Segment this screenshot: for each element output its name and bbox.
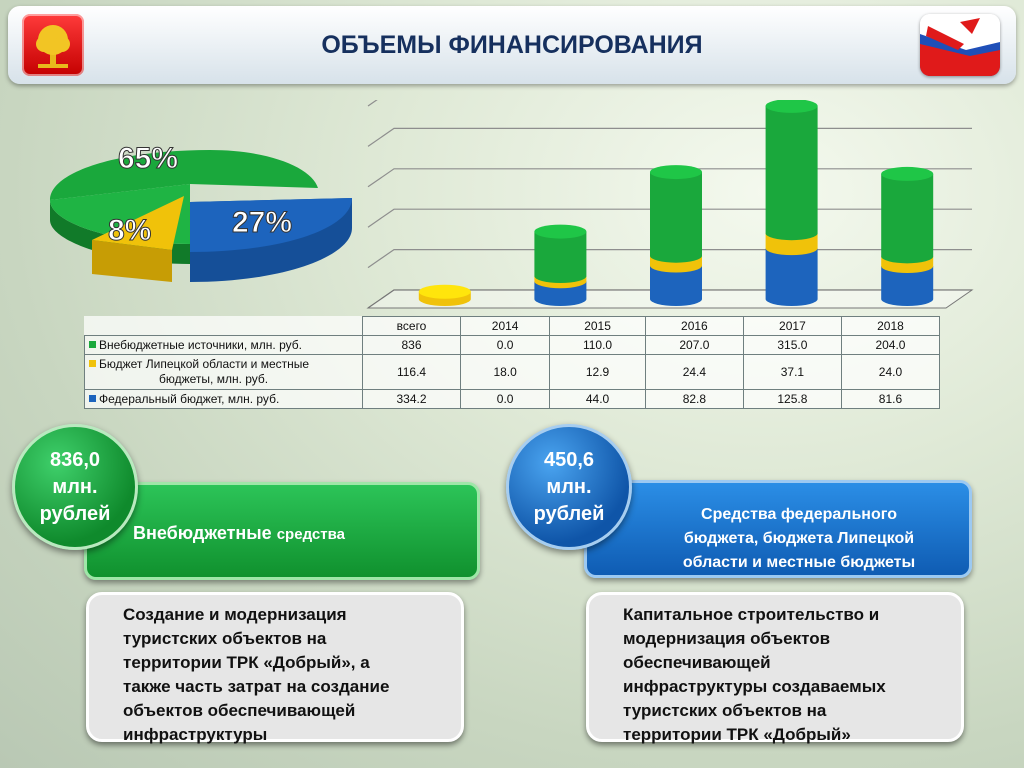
legend-blue-swatch-icon: [89, 395, 96, 402]
left-amount-unit: млн.: [52, 475, 98, 498]
bar-segment-2015-0: [534, 281, 587, 306]
table-cell: 81.6: [840, 389, 941, 409]
right-amount-value: 450,6: [543, 448, 595, 471]
page-title: ОБЪЕМЫ ФИНАНСИРОВАНИЯ: [321, 31, 703, 59]
table-cell: 24.4: [644, 354, 744, 390]
right-banner: Средства федерального бюджета, бюджета Л…: [584, 480, 972, 578]
table-cell: 125.8: [742, 389, 842, 409]
table-cell: 116.4: [361, 354, 462, 390]
right-desc-line: Капитальное строительство и: [623, 605, 880, 624]
right-amount-circle: 450,6 млн. рублей: [506, 424, 632, 550]
table-cell: 315.0: [742, 335, 842, 355]
bar-column-2018: [881, 166, 934, 306]
lipetsk-emblem-icon: [22, 14, 84, 76]
right-amount-unit: млн.: [546, 475, 592, 498]
left-desc-line: также часть затрат на создание: [123, 677, 390, 696]
left-banner: Внебюджетные средства: [84, 482, 480, 580]
bar-column-2017: [765, 100, 818, 306]
bar-cap-2014: [418, 284, 471, 299]
bar-segment-2016-0: [650, 265, 702, 306]
legend-yellow-swatch-icon: [89, 360, 96, 367]
table-cell: 207.0: [644, 335, 744, 355]
bar-chart: [366, 100, 974, 309]
table-row: Федеральный бюджет, млн. руб. 334.2 0.0 …: [84, 389, 941, 409]
table-cell: 334.2: [361, 389, 462, 409]
left-desc-line: туристских объектов на: [123, 629, 327, 648]
bar-cap-2016: [650, 165, 702, 180]
table-header-total: всего: [361, 316, 462, 336]
table-header-2016: 2016: [644, 316, 744, 336]
table-cell: 0.0: [460, 335, 551, 355]
bar-column-2014: [418, 284, 471, 306]
right-desc-line: модернизация объектов: [623, 629, 831, 648]
bar-cap-2018: [881, 166, 934, 181]
table-cell: 37.1: [742, 354, 842, 390]
pie-slice-yellow: [92, 196, 184, 250]
left-amount-value: 836,0: [49, 448, 101, 471]
bar-segment-2018-2: [881, 173, 934, 264]
left-desc-line: объектов обеспечивающей: [123, 701, 356, 720]
right-desc-line: туристских объектов на: [623, 701, 827, 720]
bar-column-2016: [650, 165, 702, 306]
right-desc-line: территории ТРК «Добрый»: [623, 725, 851, 744]
table-header-2015: 2015: [549, 316, 646, 336]
pie-label-8: 8%: [108, 214, 151, 247]
table-cell: 204.0: [840, 335, 941, 355]
right-banner-line: области и местные бюджеты: [682, 554, 916, 571]
table-header-row: всего 2014 2015 2016 2017 2018: [84, 316, 941, 336]
table-cell: 18.0: [460, 354, 551, 390]
left-banner-small: средства: [276, 526, 345, 543]
left-desc-line: территории ТРК «Добрый», а: [123, 653, 370, 672]
header-bar: ОБЪЕМЫ ФИНАНСИРОВАНИЯ: [8, 6, 1016, 84]
legend-green-swatch-icon: [89, 341, 96, 348]
table-header-2018: 2018: [840, 316, 941, 336]
table-cell: 44.0: [549, 389, 646, 409]
left-banner-main: Внебюджетные: [133, 523, 272, 543]
bar-cap-2017: [765, 100, 818, 113]
left-desc-line: инфраструктуры: [123, 725, 268, 744]
bar-segment-2017-2: [765, 105, 818, 241]
pie-slice-green: [50, 150, 318, 200]
table-header-2014: 2014: [460, 316, 551, 336]
left-description-box: Создание и модернизация туристских объек…: [86, 592, 464, 744]
bar-column-2015: [534, 224, 587, 306]
table-cell: 82.8: [644, 389, 744, 409]
right-amount-currency: рублей: [533, 502, 605, 525]
bar-segment-2018-0: [881, 266, 934, 306]
right-banner-line: Средства федерального: [701, 506, 897, 523]
row-label: Бюджет Липецкой области и местные бюджеты…: [84, 354, 363, 390]
right-desc-line: инфраструктуры создаваемых: [623, 677, 886, 696]
table-cell: 24.0: [840, 354, 941, 390]
row-label: Федеральный бюджет, млн. руб.: [84, 389, 363, 409]
pie-chart: 65% 8% 27%: [50, 142, 352, 282]
table-row: Внебюджетные источники, млн. руб. 836 0.…: [84, 335, 941, 355]
right-desc-line: обеспечивающей: [623, 653, 771, 672]
left-amount-circle: 836,0 млн. рублей: [12, 424, 138, 550]
table-cell: 0.0: [460, 389, 551, 409]
pie-label-27: 27%: [232, 206, 292, 239]
table-cell: 110.0: [549, 335, 646, 355]
left-desc-line: Создание и модернизация: [123, 605, 347, 624]
table-header-2017: 2017: [742, 316, 842, 336]
right-description-box: Капитальное строительство и модернизация…: [586, 592, 964, 744]
left-amount-currency: рублей: [39, 502, 111, 525]
region-flag-icon: [920, 14, 1000, 76]
pie-label-65: 65%: [118, 142, 178, 175]
right-banner-line: бюджета, бюджета Липецкой: [683, 530, 915, 547]
table-cell: 12.9: [549, 354, 646, 390]
table-row: Бюджет Липецкой области и местные бюджеты…: [84, 354, 941, 390]
bar-segment-2017-0: [765, 248, 818, 306]
table-cell: 836: [361, 335, 462, 355]
bar-segment-2016-2: [650, 172, 702, 263]
grid-line: [367, 127, 972, 147]
pie-slice-blue: [190, 198, 352, 252]
grid-line: [367, 100, 378, 107]
bar-segment-2015-2: [534, 231, 587, 284]
row-label: Внебюджетные источники, млн. руб.: [84, 335, 363, 355]
bar-cap-2015: [534, 224, 587, 239]
data-table: всего 2014 2015 2016 2017 2018 Внебюджет…: [84, 316, 941, 409]
